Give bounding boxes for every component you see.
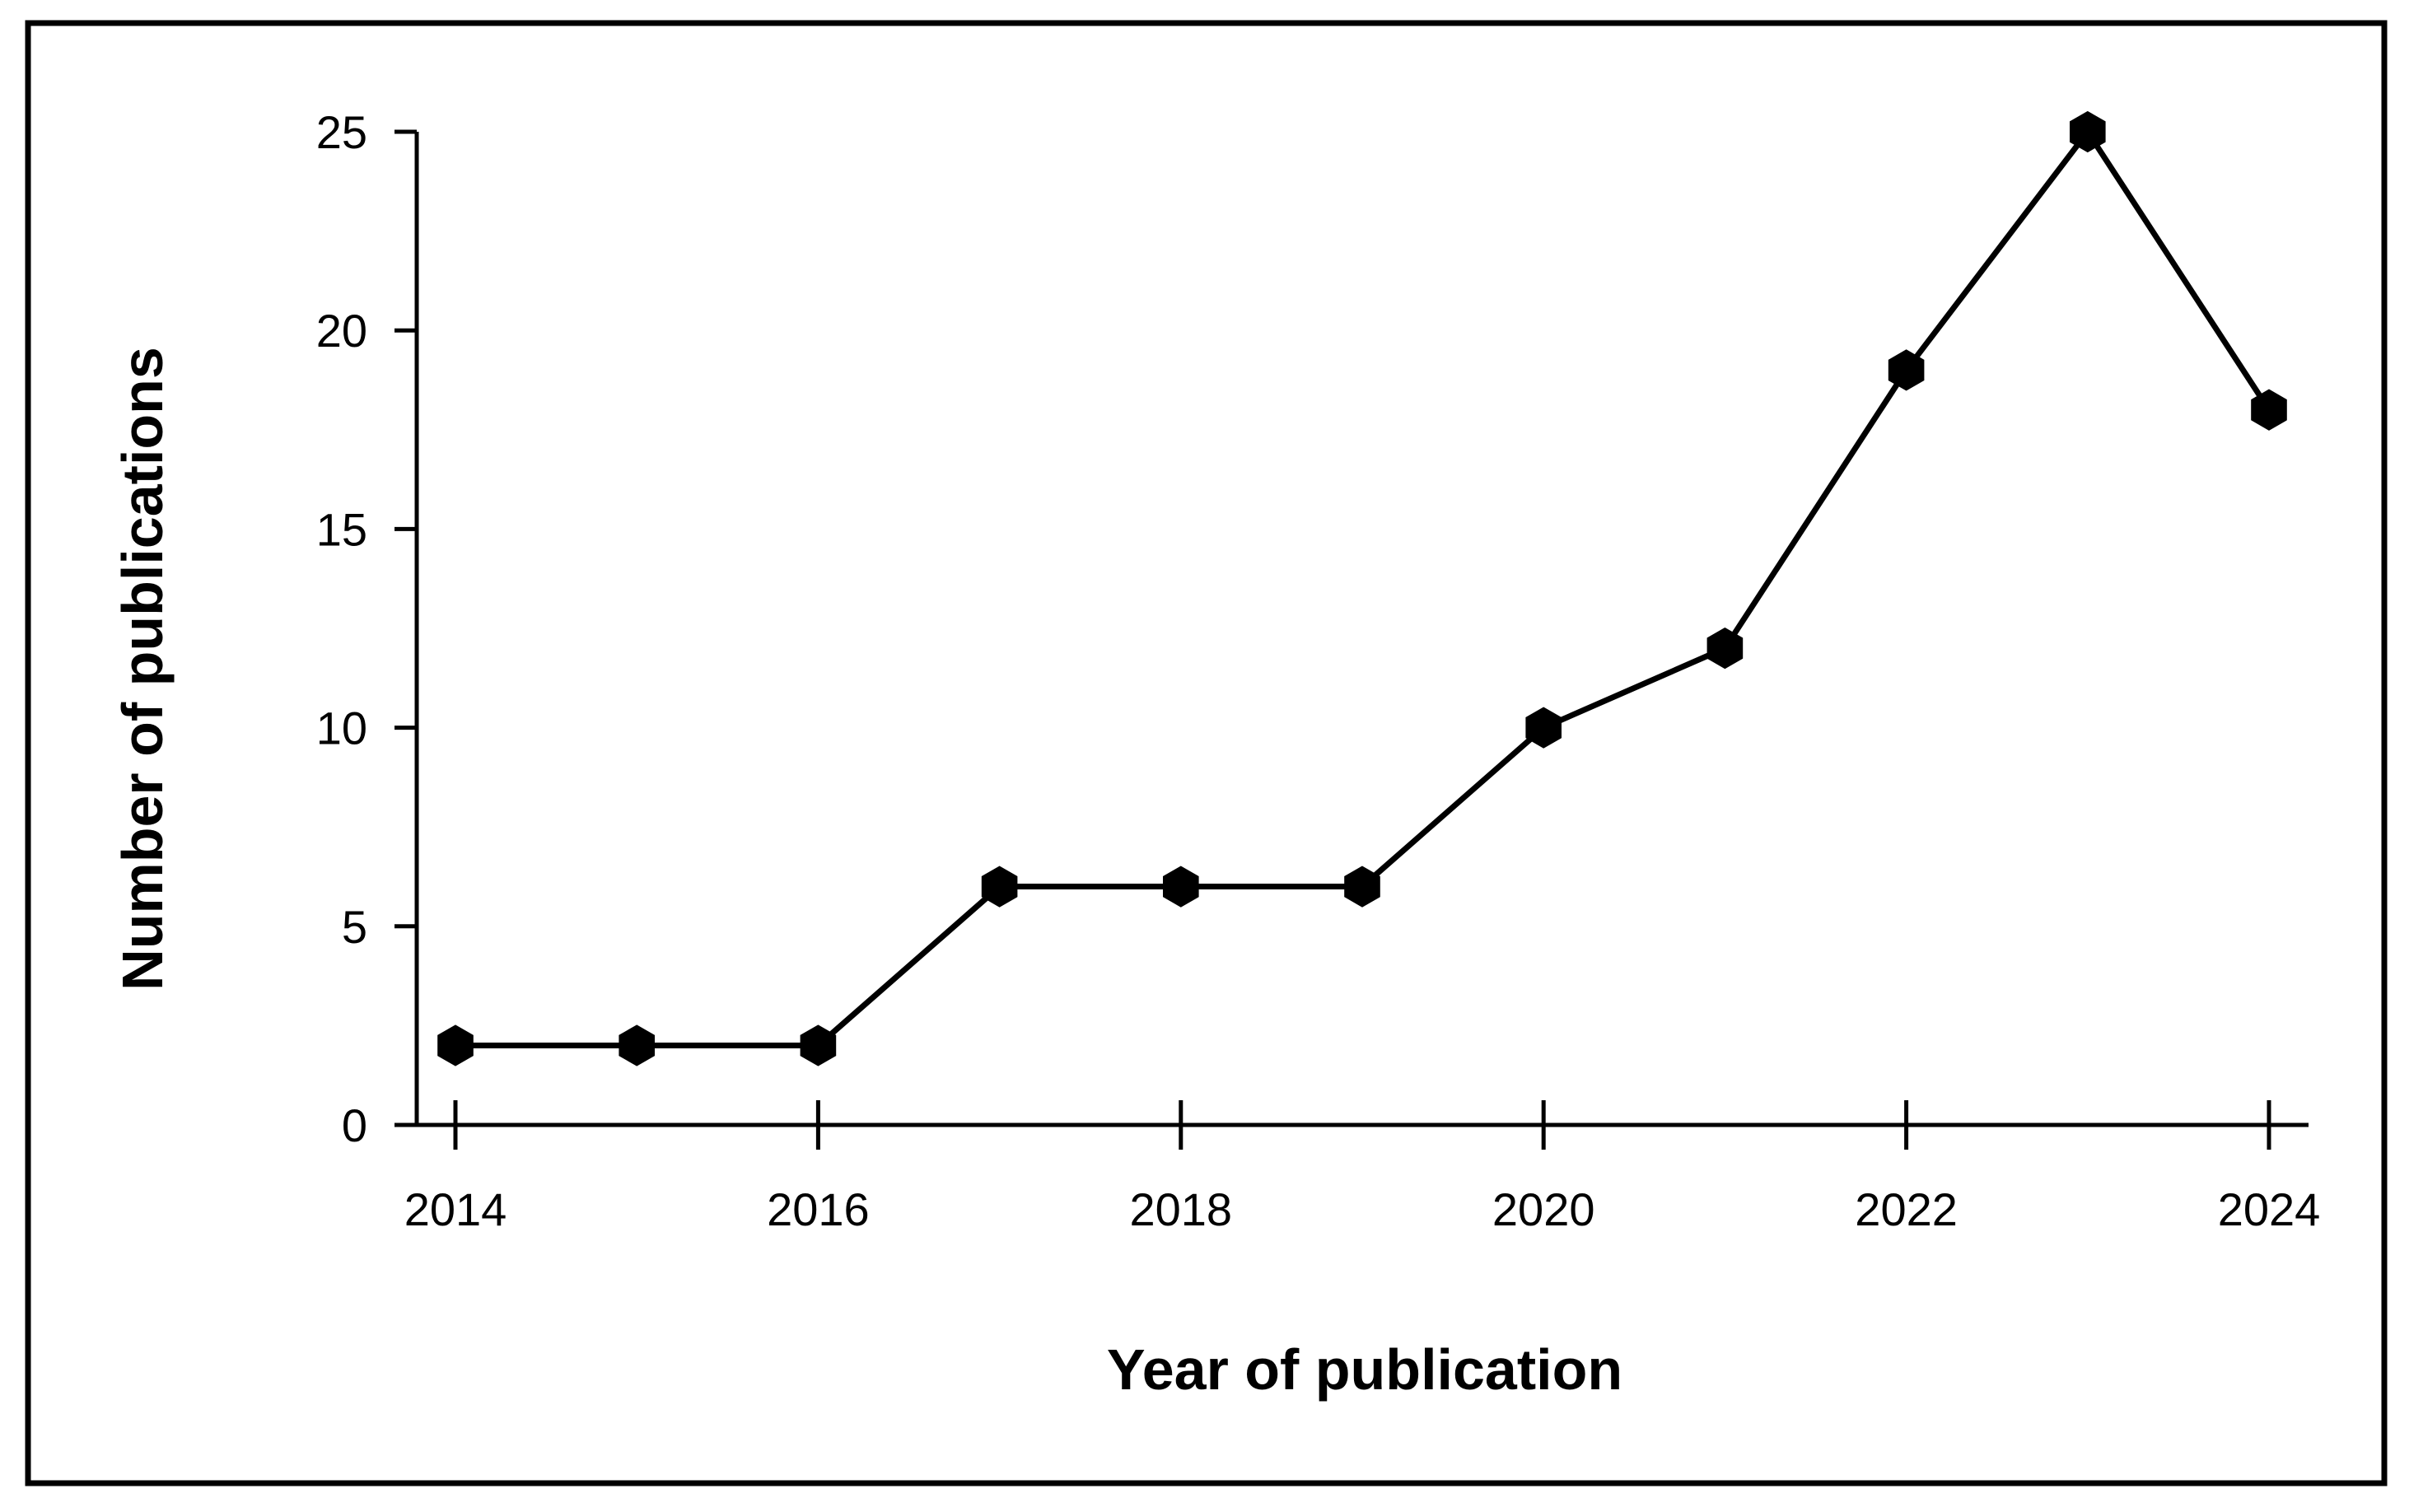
data-point-2019 [1344,866,1380,908]
x-axis-title: Year of publication [1107,1337,1622,1402]
data-point-2015 [619,1024,655,1066]
y-tick-label: 5 [342,901,367,953]
data-point-2024 [2251,389,2287,431]
y-tick-label: 15 [316,503,367,555]
y-tick-label: 10 [316,702,367,754]
y-tick-label: 20 [316,305,367,357]
x-tick-label: 2016 [767,1183,870,1235]
x-tick-label: 2018 [1130,1183,1233,1235]
y-axis-title: Number of publications [110,347,175,991]
y-tick-label: 25 [316,106,367,158]
data-point-2023 [2070,110,2106,153]
data-point-2014 [437,1024,474,1066]
y-tick-label: 0 [342,1099,367,1151]
data-point-2020 [1525,707,1562,749]
series-group [437,110,2287,1066]
x-axis: 2014 2016 2018 2020 2022 2024 [394,1100,2320,1235]
data-point-2022 [1888,349,1925,391]
data-point-2018 [1163,866,1199,908]
data-point-2017 [981,866,1018,908]
y-axis: 0 5 10 15 20 25 [316,106,419,1151]
data-point-2016 [800,1024,837,1066]
x-tick-label: 2014 [404,1183,507,1235]
data-point-2021 [1706,627,1744,670]
x-tick-label: 2022 [1855,1183,1958,1235]
x-tick-label: 2020 [1492,1183,1595,1235]
x-tick-label: 2024 [2218,1183,2321,1235]
chart-border [25,20,2388,1486]
